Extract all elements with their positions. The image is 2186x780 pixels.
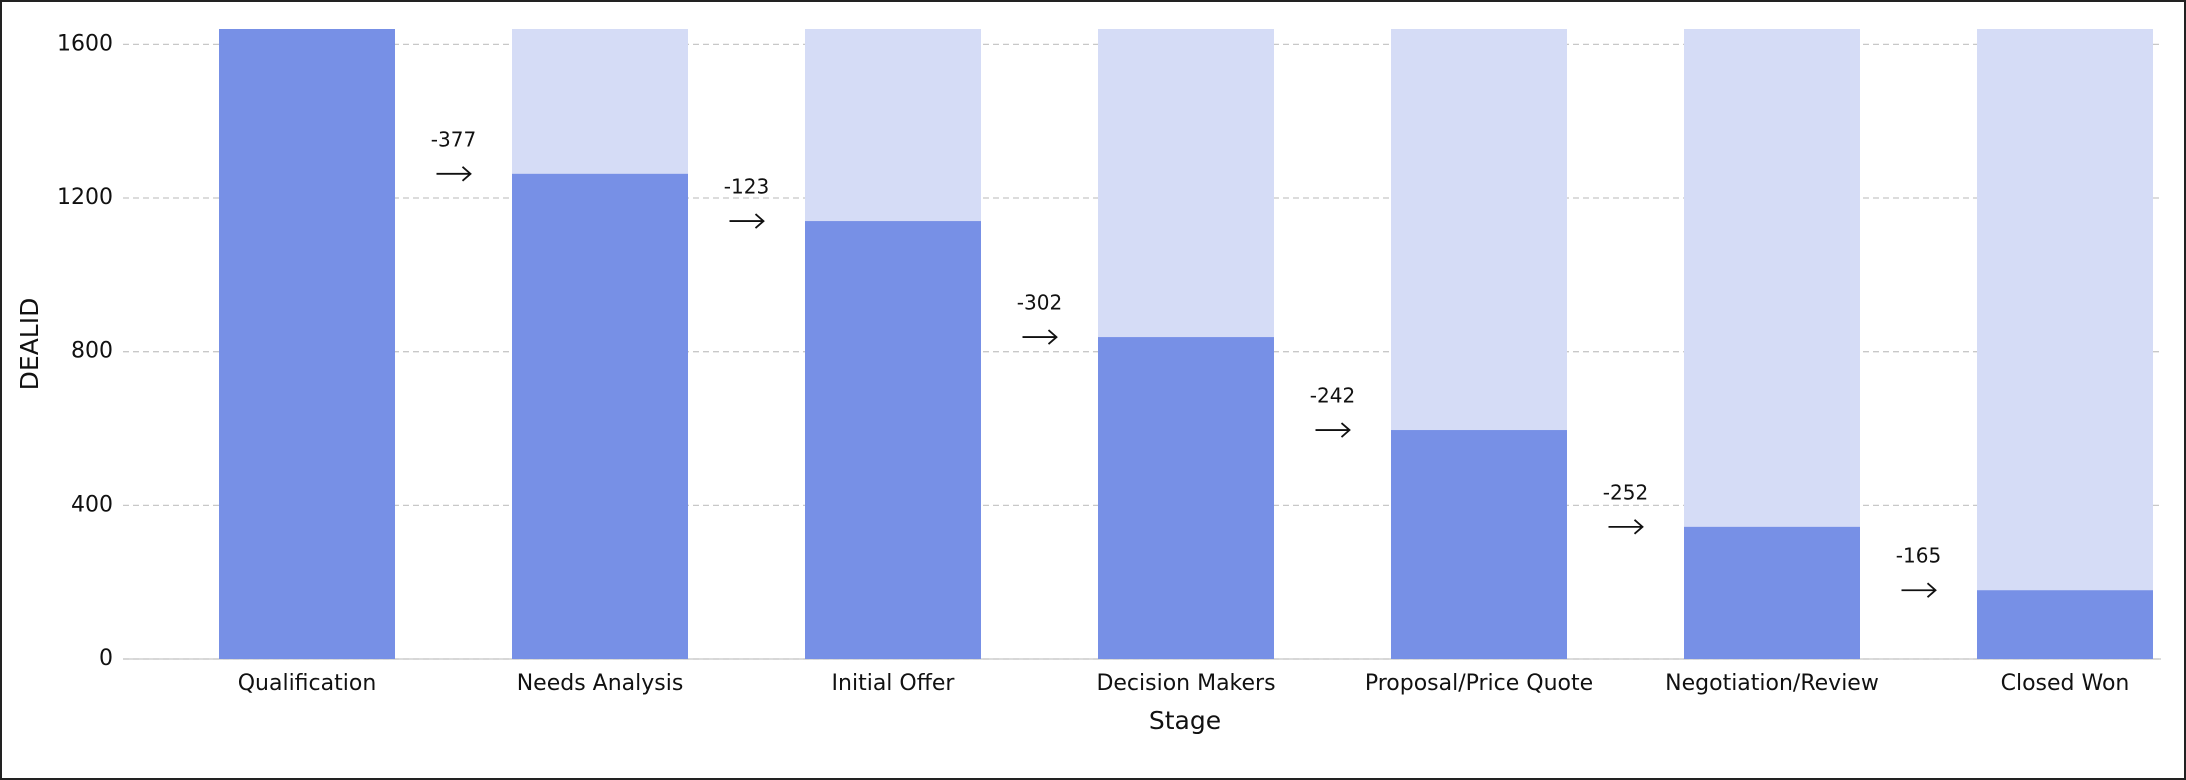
bar	[512, 173, 688, 659]
drop-arrow	[1315, 422, 1351, 438]
drop-arrow	[1901, 582, 1937, 598]
total-bar	[1977, 29, 2153, 659]
bar	[1391, 430, 1567, 659]
drop-arrow	[436, 166, 472, 182]
drop-label: -123	[724, 175, 769, 199]
bar	[1098, 337, 1274, 659]
drop-label: -377	[431, 127, 476, 151]
drop-label: -242	[1310, 384, 1355, 408]
drop-label: -302	[1017, 291, 1062, 315]
x-tick-label: Needs Analysis	[517, 671, 684, 696]
x-tick-label: Decision Makers	[1096, 671, 1275, 696]
bar	[219, 29, 395, 659]
y-tick-label: 1200	[57, 185, 113, 210]
x-tick-label: Proposal/Price Quote	[1365, 671, 1593, 696]
x-tick-label: Negotiation/Review	[1665, 671, 1879, 696]
bar	[1977, 590, 2153, 659]
drop-arrow	[1608, 519, 1644, 535]
x-tick-label: Initial Offer	[832, 671, 956, 696]
drop-arrow	[1022, 329, 1058, 345]
bar	[805, 221, 981, 659]
x-tick-label: Qualification	[238, 671, 377, 696]
drop-label: -252	[1603, 480, 1648, 504]
x-tick-label: Closed Won	[2001, 671, 2130, 696]
y-tick-label: 0	[99, 646, 113, 671]
bar	[1684, 526, 1860, 659]
drop-label: -165	[1896, 544, 1941, 568]
y-tick-label: 1600	[57, 31, 113, 56]
y-tick-label: 400	[71, 492, 113, 517]
drop-arrow	[729, 213, 765, 229]
y-axis-title: DEALID	[15, 298, 44, 391]
y-tick-label: 800	[71, 339, 113, 364]
x-axis-title: Stage	[1149, 706, 1221, 735]
